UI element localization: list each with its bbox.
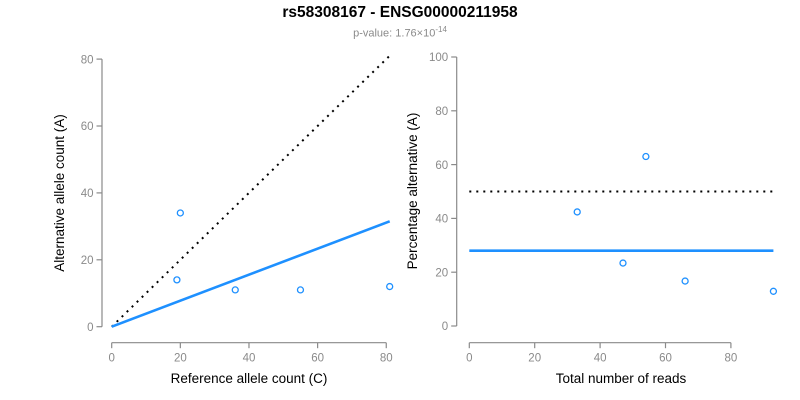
data-point [642,152,650,161]
data-point [769,287,778,295]
x-tick-label: 0 [108,353,114,365]
data-point [386,282,394,291]
y-tick-label: 0 [87,322,93,334]
y-tick-label: 40 [435,214,448,226]
y-tick-label: 100 [429,52,448,64]
y-tick-label: 20 [81,255,94,267]
x-tick-label: 20 [528,353,541,365]
y-axis-title: Percentage alternative (A) [405,113,420,270]
data-point [173,276,181,284]
x-tick-label: 40 [243,353,256,365]
x-axis-title: Reference allele count (C) [171,371,328,386]
data-point [573,208,581,216]
data-point [231,286,239,294]
data-point [296,286,305,294]
y-tick-label: 80 [435,106,448,118]
x-tick-label: 60 [659,353,672,365]
x-tick-label: 80 [725,353,738,365]
pvalue-subtitle: p-value: 1.76×10-14 [0,25,800,40]
y-tick-label: 60 [81,121,94,133]
pvalue-text: p-value: 1.76×10 [353,27,436,40]
x-tick-label: 20 [174,353,187,365]
x-tick-label: 40 [594,353,607,365]
identity-line [111,55,391,328]
data-point [619,259,627,267]
x-tick-label: 0 [466,353,472,365]
page-title: rs58308167 - ENSG00000211958 [282,4,518,21]
y-tick-label: 20 [435,267,448,279]
pvalue-exponent: -14 [435,25,447,34]
data-point [176,209,184,217]
y-tick-label: 0 [442,321,448,333]
data-point [681,277,689,285]
x-tick-label: 60 [311,353,324,365]
x-axis-title: Total number of reads [556,371,687,386]
x-tick-label: 80 [380,353,393,365]
fit-line [111,220,391,328]
y-tick-label: 80 [81,54,94,66]
y-axis-title: Alternative allele count (A) [52,114,67,272]
y-tick-label: 60 [435,160,448,172]
y-tick-label: 40 [81,188,94,200]
